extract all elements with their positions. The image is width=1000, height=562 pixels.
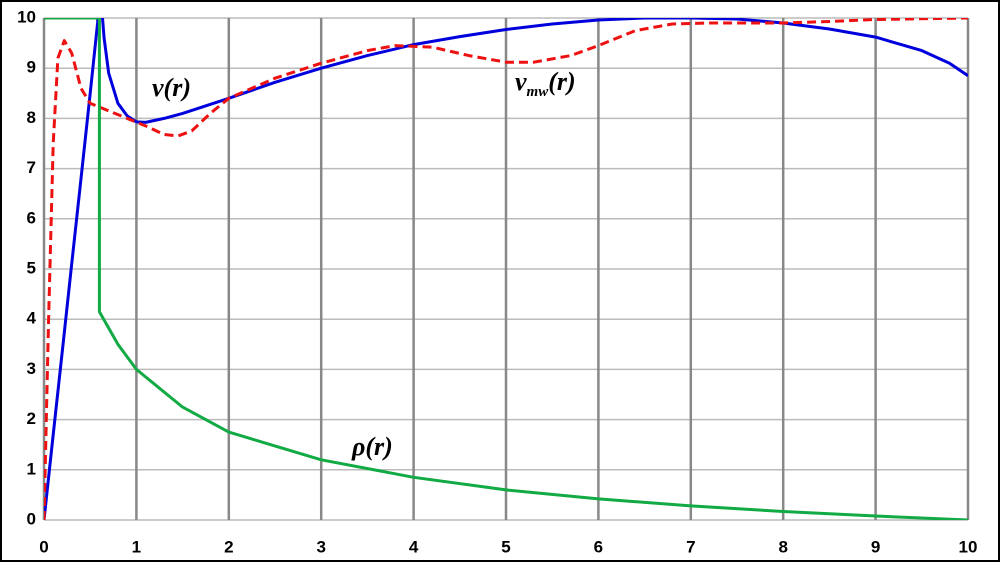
series-label-tail: (r) [548,67,575,96]
y-tick-label: 3 [27,359,36,378]
y-tick-label: 0 [27,509,36,528]
y-tick-label: 2 [27,409,36,428]
x-tick-label: 1 [132,537,141,556]
y-tick-label: 1 [27,459,36,478]
y-tick-label: 9 [27,58,36,77]
x-tick-label: 7 [686,537,695,556]
x-tick-label: 5 [501,537,510,556]
x-tick-label: 8 [778,537,787,556]
y-tick-label: 5 [27,258,36,277]
x-tick-label: 9 [871,537,880,556]
x-tick-label: 4 [409,537,419,556]
series-label-sub: mw [527,84,550,100]
series-label-name: v [515,67,527,96]
series-line [44,18,968,520]
y-tick-label: 6 [27,208,36,227]
x-tick-label: 3 [316,537,325,556]
series-line [44,18,968,520]
x-tick-label: 2 [224,537,233,556]
x-tick-label: 6 [594,537,603,556]
y-tick-label: 10 [17,7,36,26]
series-label: vmw(r) [515,67,576,100]
x-tick-label: 10 [959,537,978,556]
series-label: v(r) [152,73,191,102]
series-label: ρ(r) [351,432,393,461]
y-tick-label: 7 [27,158,36,177]
y-tick-label: 8 [27,108,36,127]
x-tick-label: 0 [39,537,48,556]
y-tick-label: 4 [27,309,37,328]
series-label-name: ρ(r) [351,432,393,461]
series-label-name: v(r) [152,73,191,102]
